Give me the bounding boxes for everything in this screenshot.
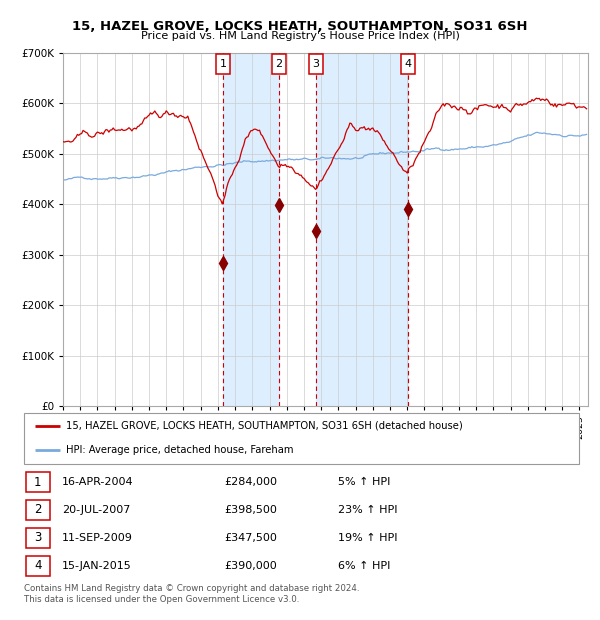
Text: £390,000: £390,000 bbox=[224, 560, 277, 571]
FancyBboxPatch shape bbox=[308, 55, 323, 74]
Text: Price paid vs. HM Land Registry's House Price Index (HPI): Price paid vs. HM Land Registry's House … bbox=[140, 31, 460, 41]
FancyBboxPatch shape bbox=[26, 528, 50, 548]
Bar bbox=[223, 53, 279, 406]
Text: This data is licensed under the Open Government Licence v3.0.: This data is licensed under the Open Gov… bbox=[24, 595, 299, 604]
Text: 20-JUL-2007: 20-JUL-2007 bbox=[62, 505, 130, 515]
Text: 5% ↑ HPI: 5% ↑ HPI bbox=[338, 477, 390, 487]
FancyBboxPatch shape bbox=[401, 55, 415, 74]
Text: 23% ↑ HPI: 23% ↑ HPI bbox=[338, 505, 397, 515]
Text: HPI: Average price, detached house, Fareham: HPI: Average price, detached house, Fare… bbox=[65, 445, 293, 454]
FancyBboxPatch shape bbox=[24, 413, 579, 464]
Text: 1: 1 bbox=[34, 476, 41, 489]
Text: 2: 2 bbox=[34, 503, 41, 516]
Text: £398,500: £398,500 bbox=[224, 505, 277, 515]
Text: 4: 4 bbox=[404, 59, 412, 69]
Text: Contains HM Land Registry data © Crown copyright and database right 2024.: Contains HM Land Registry data © Crown c… bbox=[24, 584, 359, 593]
Text: 1: 1 bbox=[220, 59, 226, 69]
Bar bbox=[316, 53, 408, 406]
FancyBboxPatch shape bbox=[272, 55, 286, 74]
Text: 4: 4 bbox=[34, 559, 41, 572]
FancyBboxPatch shape bbox=[26, 500, 50, 520]
Text: 3: 3 bbox=[34, 531, 41, 544]
Text: 11-SEP-2009: 11-SEP-2009 bbox=[62, 533, 133, 543]
Text: 2: 2 bbox=[275, 59, 283, 69]
Text: 19% ↑ HPI: 19% ↑ HPI bbox=[338, 533, 397, 543]
FancyBboxPatch shape bbox=[26, 472, 50, 492]
Text: 16-APR-2004: 16-APR-2004 bbox=[62, 477, 133, 487]
Text: 15-JAN-2015: 15-JAN-2015 bbox=[62, 560, 131, 571]
Text: 15, HAZEL GROVE, LOCKS HEATH, SOUTHAMPTON, SO31 6SH (detached house): 15, HAZEL GROVE, LOCKS HEATH, SOUTHAMPTO… bbox=[65, 420, 463, 431]
FancyBboxPatch shape bbox=[215, 55, 230, 74]
Text: 15, HAZEL GROVE, LOCKS HEATH, SOUTHAMPTON, SO31 6SH: 15, HAZEL GROVE, LOCKS HEATH, SOUTHAMPTO… bbox=[72, 20, 528, 33]
Text: 6% ↑ HPI: 6% ↑ HPI bbox=[338, 560, 390, 571]
FancyBboxPatch shape bbox=[26, 556, 50, 576]
Text: 3: 3 bbox=[313, 59, 319, 69]
Text: £284,000: £284,000 bbox=[224, 477, 277, 487]
Text: £347,500: £347,500 bbox=[224, 533, 277, 543]
